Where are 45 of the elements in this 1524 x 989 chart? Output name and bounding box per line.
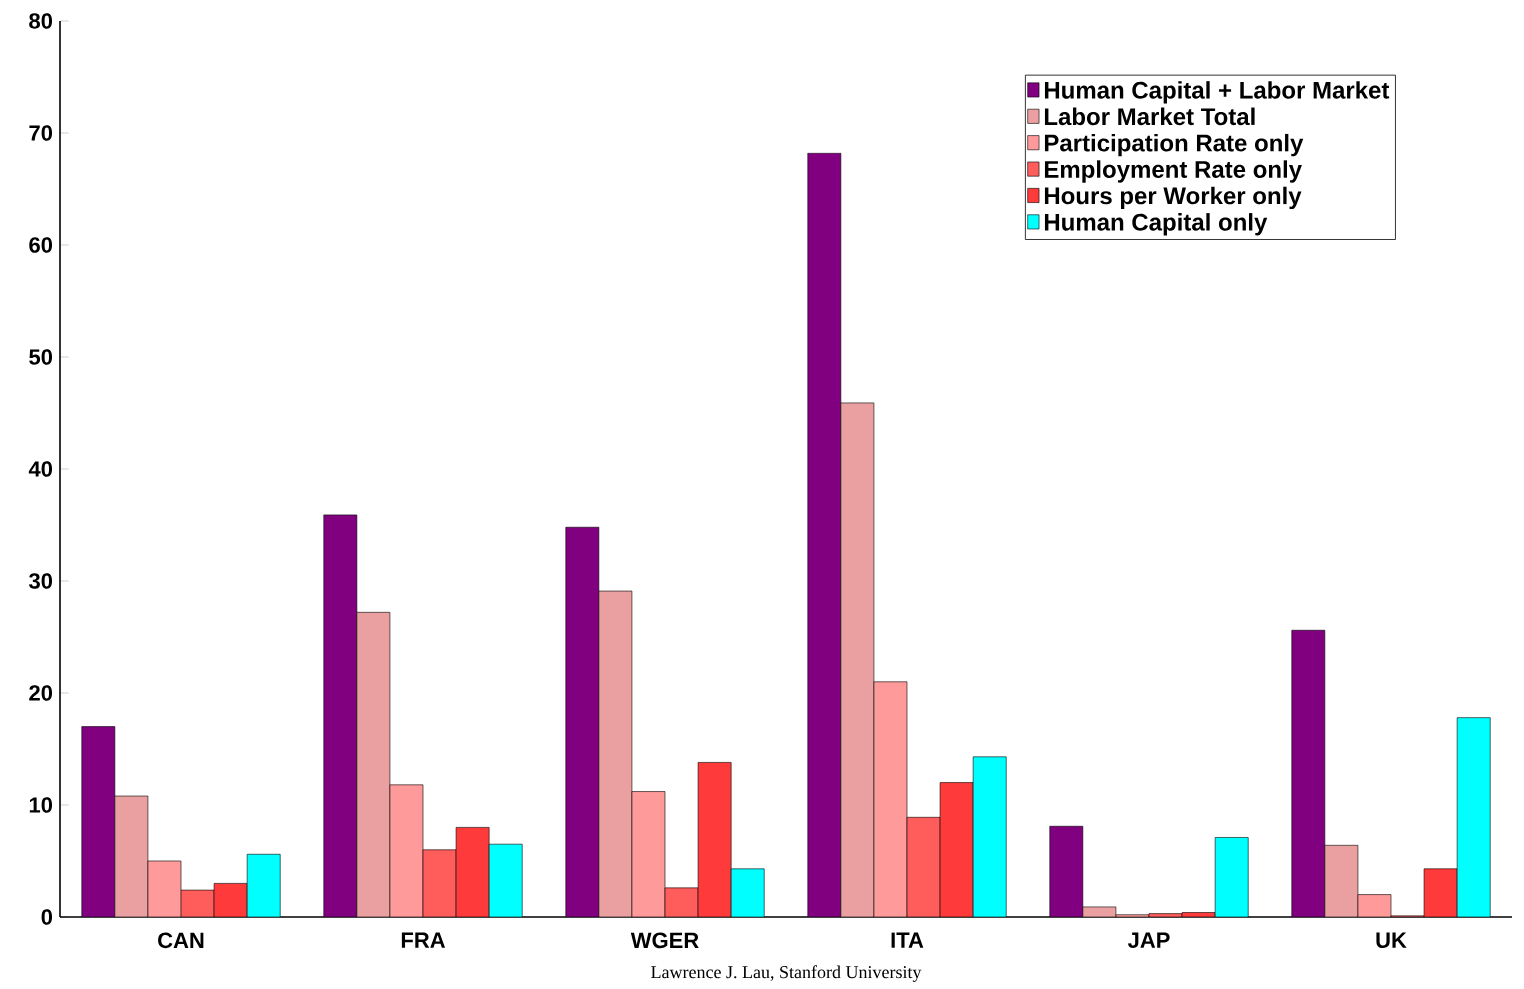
legend-label: Employment Rate only [1044, 160, 1302, 183]
bar [488, 843, 523, 917]
bar [939, 782, 974, 917]
y-tick-label: 0 [41, 909, 53, 925]
x-tick-label: WGER [630, 932, 699, 949]
y-tick-label: 70 [29, 125, 53, 141]
legend-label: Human Capital + Labor Market [1044, 81, 1390, 104]
legend-label: Hours per Worker only [1044, 186, 1302, 210]
bar [422, 849, 457, 917]
bar [1423, 868, 1458, 917]
y-tick-label: 50 [29, 349, 53, 365]
bar [147, 860, 182, 917]
bar [389, 784, 424, 917]
bar [631, 791, 666, 917]
bar [972, 756, 1007, 917]
bar [873, 681, 908, 917]
y-tick-label: 20 [29, 685, 53, 701]
bar [323, 514, 358, 917]
bar [730, 868, 765, 917]
y-tick-label: 30 [28, 573, 53, 589]
bar [565, 526, 600, 917]
y-tick-label: 40 [28, 461, 53, 477]
x-tick-label: ITA [891, 932, 924, 948]
bar [1456, 717, 1491, 917]
bar [246, 853, 281, 917]
bar [807, 152, 842, 917]
legend-label: Labor Market Total [1044, 107, 1255, 126]
y-tick-label: 80 [29, 13, 53, 29]
x-tick-label: JAP [1127, 932, 1170, 948]
bar [1049, 825, 1084, 917]
bar [906, 817, 941, 917]
x-tick-label: FRA [401, 932, 446, 948]
bar [1214, 837, 1249, 917]
bar [1291, 629, 1326, 917]
y-tick-label: 60 [29, 237, 53, 253]
text: Lawrence J. Lau, Stanford University [651, 965, 922, 982]
bar [455, 827, 490, 917]
y-tick-label: 10 [29, 797, 53, 813]
bar [81, 726, 116, 917]
x-tick-label: CAN [158, 932, 204, 949]
legend-label: Participation Rate only [1044, 133, 1304, 157]
bar [213, 883, 248, 917]
bar [697, 762, 732, 917]
legend-label: Human Capital only [1044, 213, 1268, 236]
x-tick-label: UK [1376, 932, 1407, 948]
